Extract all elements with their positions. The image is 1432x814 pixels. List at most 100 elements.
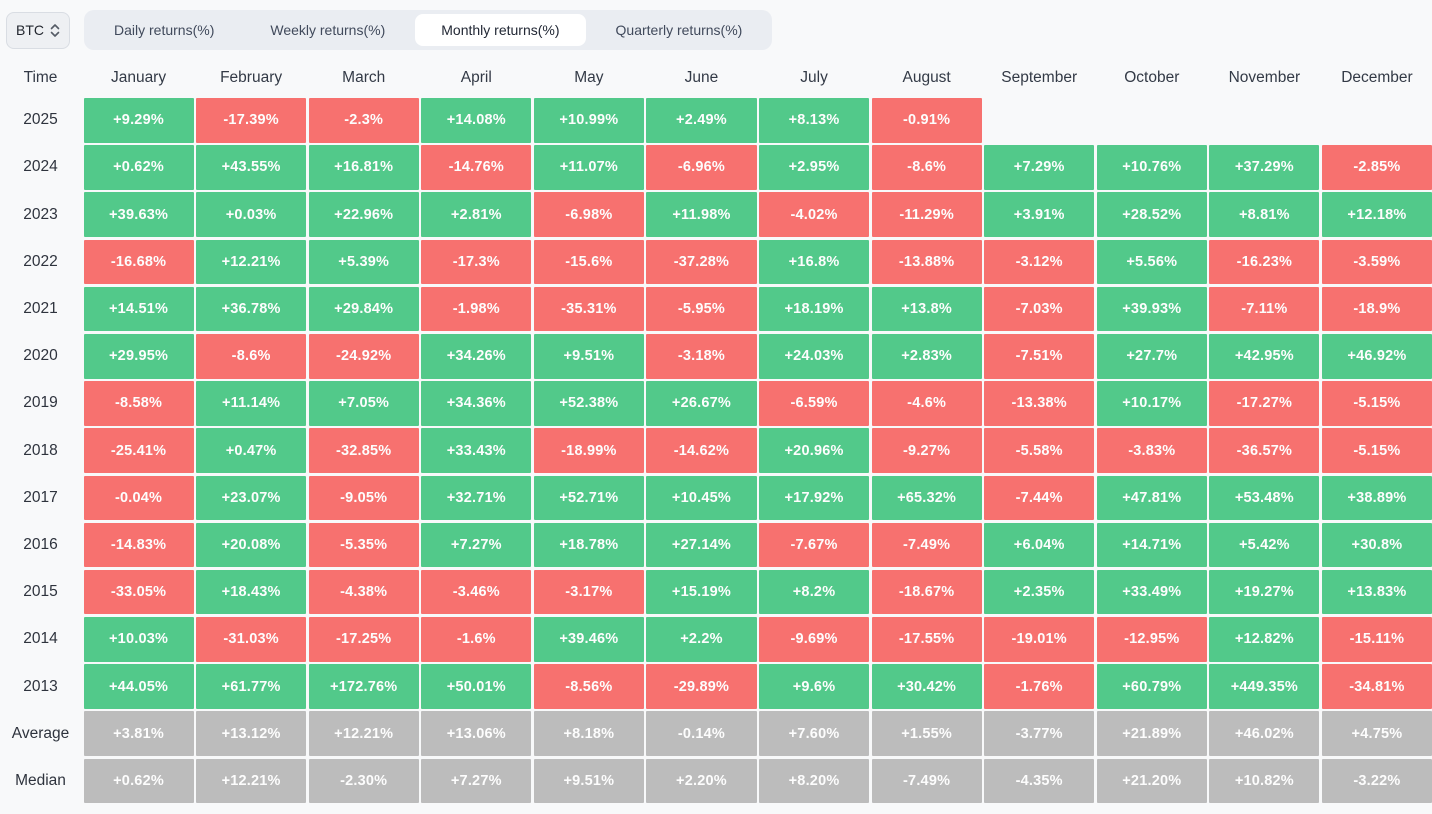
return-cell: +32.71%	[421, 475, 532, 521]
return-cell: -9.69%	[759, 617, 870, 662]
month-column-header: June	[684, 69, 719, 86]
return-cell: -4.35%	[984, 758, 1095, 804]
symbol-select[interactable]: BTC	[6, 11, 70, 49]
row-label: Average	[11, 724, 70, 742]
return-cell: +33.49%	[1096, 569, 1207, 615]
return-cell: -7.03%	[984, 286, 1095, 332]
month-column-header: February	[220, 69, 283, 86]
return-cell: +8.81%	[1209, 192, 1320, 237]
return-cell: +19.27%	[1209, 569, 1320, 615]
return-cell: -8.6%	[196, 333, 307, 379]
return-cell: +7.29%	[984, 145, 1095, 190]
return-cell: -35.31%	[533, 286, 644, 332]
return-cell: +34.36%	[421, 381, 532, 426]
table-row: 2025 +9.29% -17.39% -2.3% +14.08% +10.99% +2.4…	[0, 98, 1432, 143]
tab-daily-returns[interactable]: Daily returns(%)	[114, 22, 215, 38]
return-cell: +18.43%	[196, 569, 307, 615]
month-column-header: October	[1124, 69, 1180, 86]
table-row: 2022 -16.68% +12.21% +5.39% -17.3% -15.6% -37.…	[0, 239, 1432, 285]
return-cell: +18.78%	[533, 522, 644, 568]
table-row: 2019 -8.58% +11.14% +7.05% +34.36% +52.38% +26…	[0, 381, 1432, 426]
return-cell: +10.03%	[83, 617, 194, 662]
return-cell: -7.44%	[984, 475, 1095, 521]
return-cell: -1.98%	[421, 286, 532, 332]
return-cell: -0.91%	[871, 98, 982, 143]
return-cell: +449.35%	[1209, 664, 1320, 709]
return-cell: -6.98%	[533, 192, 644, 237]
return-cell: +27.7%	[1096, 333, 1207, 379]
return-cell: +11.14%	[196, 381, 307, 426]
return-cell: -18.67%	[871, 569, 982, 615]
row-label: 2023	[23, 205, 58, 223]
return-cell: -15.11%	[1321, 617, 1432, 662]
return-cell: -17.25%	[308, 617, 419, 662]
return-cell: +0.62%	[83, 758, 194, 804]
return-cell: +5.39%	[308, 239, 419, 285]
return-cell: +52.71%	[533, 475, 644, 521]
return-cell: -4.6%	[871, 381, 982, 426]
return-cell: +24.03%	[759, 333, 870, 379]
tab-weekly-returns[interactable]: Weekly returns(%)	[270, 22, 386, 38]
return-cell: +10.17%	[1096, 381, 1207, 426]
return-cell: -7.11%	[1209, 286, 1320, 332]
tab-quarterly-returns[interactable]: Quarterly returns(%)	[615, 22, 743, 38]
return-cell: -9.05%	[308, 475, 419, 521]
return-cell: -17.3%	[421, 239, 532, 285]
return-cell: +15.19%	[646, 569, 757, 615]
return-cell: -3.12%	[984, 239, 1095, 285]
return-cell: -17.39%	[196, 98, 307, 143]
return-cell: -5.58%	[984, 428, 1095, 473]
return-cell: -7.51%	[984, 333, 1095, 379]
return-cell: +2.81%	[421, 192, 532, 237]
return-cell: +5.56%	[1096, 239, 1207, 285]
return-cell: +28.52%	[1096, 192, 1207, 237]
return-cell: +44.05%	[83, 664, 194, 709]
return-cell: +1.55%	[871, 711, 982, 757]
return-cell: +38.89%	[1321, 475, 1432, 521]
return-cell: +14.51%	[83, 286, 194, 332]
return-cell: +7.60%	[759, 711, 870, 757]
return-cell: -4.02%	[759, 192, 870, 237]
return-cell: -2.3%	[308, 98, 419, 143]
return-cell: +16.8%	[759, 239, 870, 285]
return-cell: +3.81%	[83, 711, 194, 757]
row-label: 2021	[23, 300, 58, 318]
table-row: 2020 +29.95% -8.6% -24.92% +34.26% +9.51% -3.1…	[0, 333, 1432, 379]
return-cell: +13.8%	[871, 286, 982, 332]
return-cell: +47.81%	[1096, 475, 1207, 521]
return-cell: +0.62%	[83, 145, 194, 190]
return-cell: +7.05%	[308, 381, 419, 426]
return-cell: +16.81%	[308, 145, 419, 190]
return-cell: -14.76%	[421, 145, 532, 190]
return-cell: +0.47%	[196, 428, 307, 473]
empty-cell	[1097, 98, 1207, 143]
row-label: 2015	[23, 583, 58, 601]
return-cell: +13.83%	[1321, 569, 1432, 615]
empty-cell	[1209, 98, 1319, 143]
table-header-row: Time January February March April May June July…	[0, 58, 1432, 98]
returns-period-tabs: Daily returns(%) Weekly returns(%) Monthly…	[84, 10, 773, 50]
return-cell: -3.46%	[421, 569, 532, 615]
return-cell: -5.35%	[308, 522, 419, 568]
table-row: 2015 -33.05% +18.43% -4.38% -3.46% -3.17% +15.…	[0, 569, 1432, 615]
return-cell: +10.76%	[1096, 145, 1207, 190]
month-column-header: December	[1341, 69, 1413, 86]
return-cell: -3.59%	[1321, 239, 1432, 285]
return-cell: +12.18%	[1321, 192, 1432, 237]
table-row: 2017 -0.04% +23.07% -9.05% +32.71% +52.71% +10…	[0, 475, 1432, 521]
row-label: 2014	[23, 630, 58, 648]
return-cell: -5.15%	[1321, 381, 1432, 426]
table-row: 2024 +0.62% +43.55% +16.81% -14.76% +11.07% -6…	[0, 145, 1432, 190]
return-cell: -7.49%	[871, 758, 982, 804]
month-column-header: April	[460, 69, 492, 86]
return-cell: +21.89%	[1096, 711, 1207, 757]
return-cell: +39.93%	[1096, 286, 1207, 332]
toolbar: BTC Daily returns(%) Weekly returns(%) Mon…	[0, 10, 1432, 50]
month-column-header: March	[342, 69, 386, 86]
return-cell: +34.26%	[421, 333, 532, 379]
return-cell: +37.29%	[1209, 145, 1320, 190]
return-cell: -1.6%	[421, 617, 532, 662]
tab-monthly-returns[interactable]: Monthly returns(%)	[415, 14, 586, 46]
return-cell: -0.04%	[83, 475, 194, 521]
